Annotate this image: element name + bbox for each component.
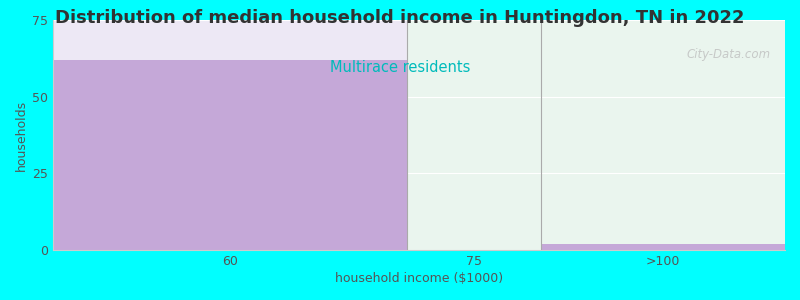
Bar [407,20,785,250]
Bar [53,20,407,250]
Text: Distribution of median household income in Huntingdon, TN in 2022: Distribution of median household income … [55,9,745,27]
Text: Multirace residents: Multirace residents [330,60,470,75]
Y-axis label: households: households [15,99,28,170]
Bar [541,244,785,250]
Bar [53,60,407,250]
Text: City-Data.com: City-Data.com [686,48,770,61]
X-axis label: household income ($1000): household income ($1000) [335,272,503,285]
